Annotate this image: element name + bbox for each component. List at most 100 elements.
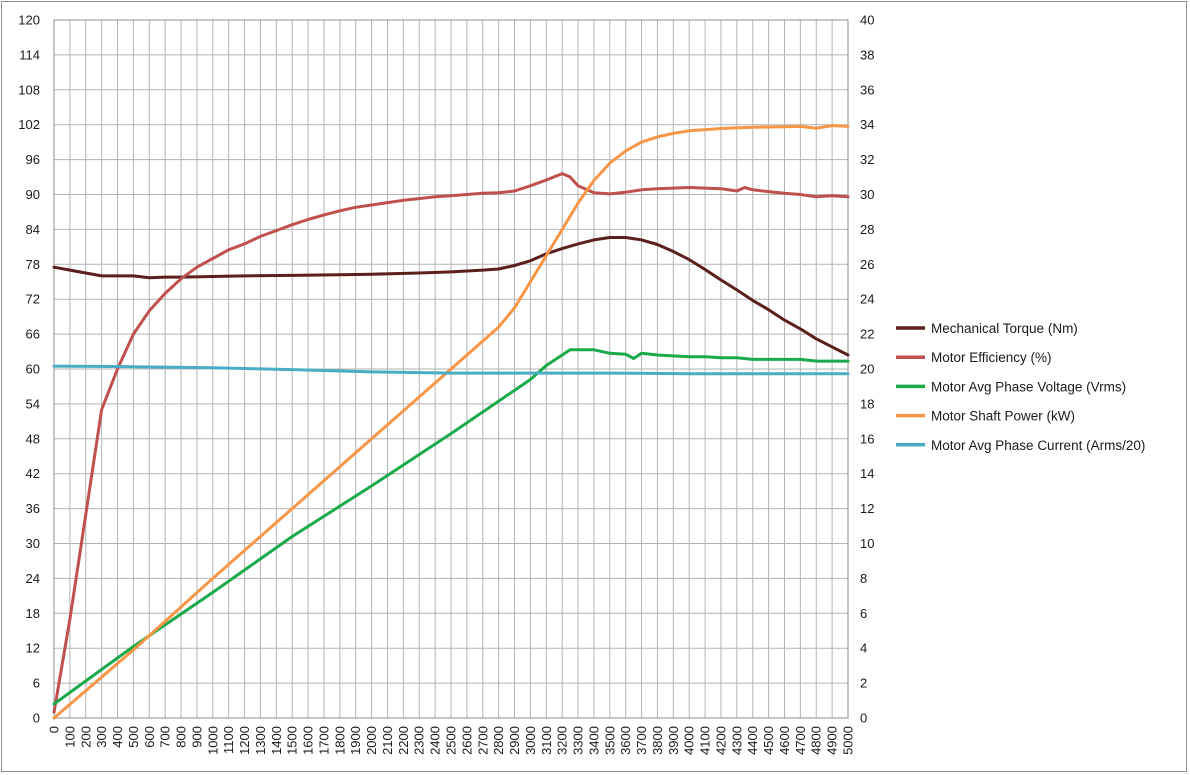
x-axis-tick-label: 4600 (777, 726, 792, 755)
x-axis-tick-label: 4000 (682, 726, 697, 755)
x-axis-tick-label: 800 (174, 726, 189, 748)
x-axis-tick-label: 2300 (412, 726, 427, 755)
x-axis-tick-label: 2800 (491, 726, 506, 755)
x-axis-tick-label: 2500 (444, 726, 459, 755)
right-axis-tick-label: 28 (860, 222, 874, 237)
x-axis-tick-label: 4800 (809, 726, 824, 755)
left-axis-tick-label: 72 (26, 292, 40, 307)
right-axis-tick-label: 40 (860, 13, 874, 28)
right-axis-tick-label: 0 (860, 711, 867, 726)
x-axis-tick-label: 4300 (729, 726, 744, 755)
series-lines (52, 124, 850, 720)
x-axis-tick-label: 5000 (841, 726, 856, 755)
left-axis-tick-label: 30 (26, 536, 40, 551)
right-axis-tick-label: 6 (860, 606, 867, 621)
right-axis-tick-label: 22 (860, 327, 874, 342)
right-axis-tick-label: 36 (860, 82, 874, 97)
x-axis-tick-label: 0 (47, 726, 62, 733)
right-axis-tick-label: 38 (860, 47, 874, 62)
x-axis-tick-label: 3100 (539, 726, 554, 755)
right-axis-tick-label: 30 (860, 187, 874, 202)
left-axis-tick-labels: 0 6 12 18 24 30 36 42 48 54 60 66 72 78 84 90 96 102 108 11… (18, 13, 40, 726)
x-axis-tick-label: 3700 (634, 726, 649, 755)
left-axis-tick-label: 108 (18, 82, 40, 97)
x-axis-tick-label: 1700 (316, 726, 331, 755)
x-axis-tick-label: 4100 (698, 726, 713, 755)
left-axis-tick-label: 42 (26, 466, 40, 481)
x-axis-tick-label: 3200 (555, 726, 570, 755)
axes (53, 19, 849, 719)
x-axis-tick-label: 2400 (428, 726, 443, 755)
legend-label: Motor Avg Phase Voltage (Vrms) (931, 379, 1126, 394)
x-axis-tick-label: 100 (62, 726, 77, 748)
left-axis-tick-label: 12 (26, 641, 40, 656)
left-axis-tick-label: 102 (18, 117, 40, 132)
right-axis-tick-label: 10 (860, 536, 874, 551)
left-axis-tick-label: 66 (26, 327, 40, 342)
left-axis-tick-label: 24 (26, 571, 40, 586)
legend-label: Motor Efficiency (%) (931, 350, 1052, 365)
x-axis-tick-label: 600 (142, 726, 157, 748)
series-line-motor-efficiency (52, 172, 850, 714)
x-axis-tick-label: 3300 (571, 726, 586, 755)
right-axis-tick-label: 4 (860, 641, 867, 656)
left-axis-tick-label: 54 (26, 396, 40, 411)
x-axis-tick-label: 900 (189, 726, 204, 748)
x-axis-tick-label: 3400 (586, 726, 601, 755)
x-axis-tick-label: 4200 (713, 726, 728, 755)
plot-area-border (53, 19, 849, 719)
right-axis-tick-label: 32 (860, 152, 874, 167)
left-axis-tick-label: 18 (26, 606, 40, 621)
left-axis-tick-label: 114 (19, 47, 40, 62)
left-axis-tick-label: 84 (26, 222, 40, 237)
right-axis-tick-label: 14 (860, 466, 874, 481)
x-axis-tick-label: 1200 (237, 726, 252, 755)
x-axis-tick-label: 1900 (348, 726, 363, 755)
x-axis-tick-label: 1400 (269, 726, 284, 755)
x-axis-tick-label: 2700 (475, 726, 490, 755)
x-axis-tick-label: 1000 (205, 726, 220, 755)
left-axis-tick-label: 6 (33, 676, 40, 691)
left-axis-tick-label: 90 (26, 187, 40, 202)
series-line-motor-avg-phase-current-arms-20 (52, 364, 850, 376)
x-axis-tick-label: 200 (78, 726, 93, 748)
x-axis-tick-label: 1600 (301, 726, 316, 755)
legend-label: Mechanical Torque (Nm) (931, 321, 1078, 336)
legend-label: Motor Avg Phase Current (Arms/20) (931, 438, 1145, 453)
x-axis-tick-label: 2900 (507, 726, 522, 755)
right-axis-tick-label: 16 (860, 431, 874, 446)
right-axis-tick-label: 8 (860, 571, 867, 586)
x-axis-tick-labels: 0 100 200 300 400 500 600 700 800 900 1000 1100 1200… (47, 726, 856, 755)
right-axis-tick-label: 12 (860, 501, 874, 516)
series-line-motor-avg-phase-voltage-vrms (52, 348, 850, 706)
x-axis-tick-label: 700 (158, 726, 173, 748)
x-axis-tick-label: 3600 (618, 726, 633, 755)
series-line-motor-shaft-power-kw (52, 124, 850, 720)
left-axis-tick-label: 0 (33, 711, 40, 726)
right-axis-tick-label: 20 (860, 362, 874, 377)
x-axis-tick-label: 3800 (650, 726, 665, 755)
x-axis-tick-label: 3000 (523, 726, 538, 755)
x-axis-tick-label: 3900 (666, 726, 681, 755)
legend-label: Motor Shaft Power (kW) (931, 409, 1075, 424)
x-axis-tick-label: 400 (110, 726, 125, 748)
right-axis-tick-label: 2 (860, 676, 867, 691)
x-axis-tick-label: 2600 (459, 726, 474, 755)
x-axis-tick-label: 300 (94, 726, 109, 748)
x-axis-tick-label: 4500 (761, 726, 776, 755)
left-axis-tick-label: 78 (26, 257, 40, 272)
x-axis-tick-label: 4700 (793, 726, 808, 755)
x-axis-tick-label: 4900 (825, 726, 840, 755)
left-axis-tick-label: 120 (18, 13, 40, 28)
x-axis-tick-label: 2000 (364, 726, 379, 755)
x-axis-tick-label: 1300 (253, 726, 268, 755)
right-axis-tick-label: 34 (860, 117, 874, 132)
x-axis-tick-label: 2100 (380, 726, 395, 755)
x-axis-tick-label: 1100 (221, 726, 236, 754)
x-axis-tick-label: 3500 (602, 726, 617, 755)
left-axis-tick-label: 60 (26, 362, 40, 377)
x-axis-tick-label: 1500 (285, 726, 300, 755)
